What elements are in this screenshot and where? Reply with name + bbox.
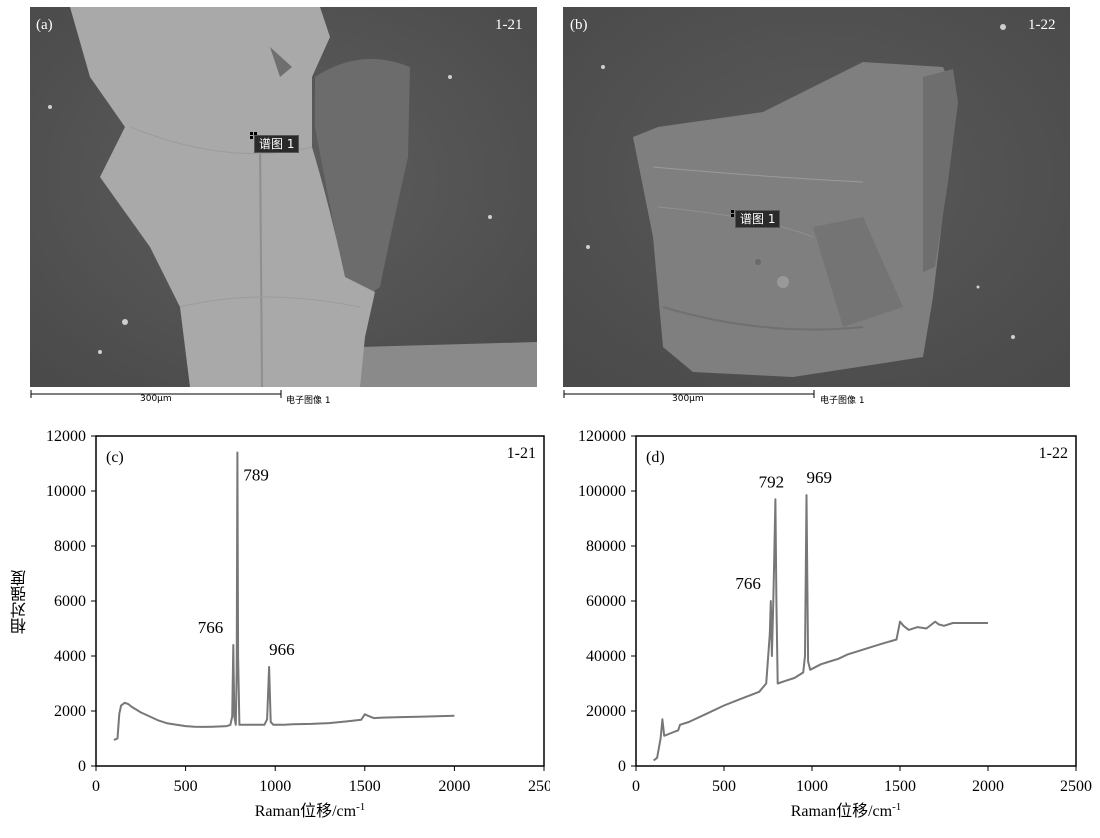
scale-bar-a [30,389,282,401]
y-tick-label: 6000 [54,593,86,610]
peak-label: 766 [735,574,761,593]
y-tick-label: 10000 [46,483,86,500]
series-line [113,451,455,741]
panel-label: (c) [106,449,124,466]
x-axis-label: Raman位移/cm-1 [255,801,366,820]
sem-image-b [563,7,1070,387]
y-tick-label: 0 [78,758,86,775]
y-axis-label-c: 相对强度 [10,570,29,634]
peak-label: 766 [198,618,224,637]
x-tick-label: 500 [712,778,736,795]
spot-marker-icon [250,127,257,139]
sample-label-b: 1-22 [1028,17,1056,33]
peak-label: 792 [759,472,785,491]
spot-tag-a: 谱图 1 [254,135,300,153]
y-tick-label: 100000 [578,483,626,500]
plot-frame [95,435,545,767]
peak-label: 969 [807,468,833,487]
x-tick-label: 2500 [528,778,550,795]
y-tick-label: 120000 [578,428,626,445]
y-tick-label: 12000 [46,428,86,445]
image-caption-a: 电子图像 1 [286,396,331,406]
sample-label-a: 1-21 [495,17,523,33]
spot-tag-b: 谱图 1 [735,210,781,228]
sem-image-a [30,7,537,387]
x-tick-label: 2500 [1060,778,1092,795]
x-tick-label: 1500 [884,778,916,795]
scale-bar-b [563,389,815,401]
y-tick-label: 4000 [54,648,86,665]
panel-label-b: (b) [570,17,588,33]
y-tick-label: 20000 [586,703,626,720]
y-tick-label: 80000 [586,538,626,555]
x-tick-label: 2000 [438,778,470,795]
y-tick-label: 40000 [586,648,626,665]
raman-chart-c: 0 500 1000 1500 2000 2500 0 2000 4000 6000 8000 100… [46,428,550,820]
x-tick-label: 0 [92,778,100,795]
x-tick-label: 500 [174,778,198,795]
x-axis-label: Raman位移/cm-1 [791,801,902,820]
scale-text-b: 300μm [672,394,704,404]
y-tick-label: 60000 [586,593,626,610]
peak-label: 966 [269,640,295,659]
peak-label: 789 [243,466,269,485]
x-tick-label: 1000 [259,778,291,795]
image-caption-b: 电子图像 1 [820,396,865,406]
x-tick-label: 1000 [796,778,828,795]
x-tick-label: 1500 [349,778,381,795]
scale-text-a: 300μm [140,394,172,404]
raman-chart-d: 0 500 1000 1500 2000 2500 0 20000 40000 60000 8000… [578,428,1092,820]
panel-label-a: (a) [36,17,53,33]
sample-label: 1-22 [1039,445,1068,462]
series-line [652,494,988,762]
sample-label: 1-21 [507,445,536,462]
x-tick-label: 0 [632,778,640,795]
panel-label: (d) [646,449,665,466]
y-tick-label: 8000 [54,538,86,555]
y-tick-label: 2000 [54,703,86,720]
x-tick-label: 2000 [972,778,1004,795]
y-tick-label: 0 [618,758,626,775]
